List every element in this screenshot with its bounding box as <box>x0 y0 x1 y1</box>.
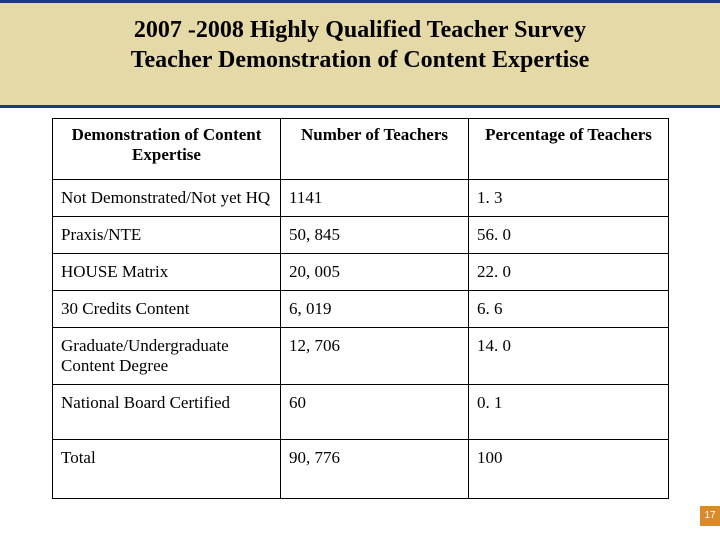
cell-percent: 0. 1 <box>469 385 669 440</box>
cell-number: 1141 <box>281 180 469 217</box>
col-header-percent: Percentage of Teachers <box>469 119 669 180</box>
cell-label: National Board Certified <box>53 385 281 440</box>
cell-number: 6, 019 <box>281 291 469 328</box>
cell-label: Praxis/NTE <box>53 217 281 254</box>
cell-percent: 56. 0 <box>469 217 669 254</box>
page-number-badge: 17 <box>700 506 720 526</box>
cell-number: 90, 776 <box>281 440 469 499</box>
cell-label: 30 Credits Content <box>53 291 281 328</box>
col-header-expertise: Demonstration of Content Expertise <box>53 119 281 180</box>
title-line-2: Teacher Demonstration of Content Experti… <box>131 47 590 73</box>
col-header-number: Number of Teachers <box>281 119 469 180</box>
table-row: HOUSE Matrix 20, 005 22. 0 <box>53 254 669 291</box>
cell-percent: 6. 6 <box>469 291 669 328</box>
table-row: Not Demonstrated/Not yet HQ 1141 1. 3 <box>53 180 669 217</box>
table-row: Graduate/Undergraduate Content Degree 12… <box>53 328 669 385</box>
cell-label: Graduate/Undergraduate Content Degree <box>53 328 281 385</box>
table-row: National Board Certified 60 0. 1 <box>53 385 669 440</box>
cell-label: HOUSE Matrix <box>53 254 281 291</box>
content-expertise-table: Demonstration of Content Expertise Numbe… <box>52 118 669 499</box>
cell-percent: 100 <box>469 440 669 499</box>
table-row-total: Total 90, 776 100 <box>53 440 669 499</box>
page-number: 17 <box>704 510 715 521</box>
cell-number: 12, 706 <box>281 328 469 385</box>
cell-label: Not Demonstrated/Not yet HQ <box>53 180 281 217</box>
cell-percent: 1. 3 <box>469 180 669 217</box>
cell-number: 60 <box>281 385 469 440</box>
title-line-1: 2007 -2008 Highly Qualified Teacher Surv… <box>134 17 586 43</box>
cell-number: 50, 845 <box>281 217 469 254</box>
slide: 2007 -2008 Highly Qualified Teacher Surv… <box>0 0 720 540</box>
title-band: 2007 -2008 Highly Qualified Teacher Surv… <box>0 0 720 108</box>
cell-number: 20, 005 <box>281 254 469 291</box>
table-row: Praxis/NTE 50, 845 56. 0 <box>53 217 669 254</box>
cell-percent: 14. 0 <box>469 328 669 385</box>
cell-label: Total <box>53 440 281 499</box>
table-row: 30 Credits Content 6, 019 6. 6 <box>53 291 669 328</box>
slide-title: 2007 -2008 Highly Qualified Teacher Surv… <box>40 15 680 75</box>
table-header-row: Demonstration of Content Expertise Numbe… <box>53 119 669 180</box>
cell-percent: 22. 0 <box>469 254 669 291</box>
table-container: Demonstration of Content Expertise Numbe… <box>52 118 668 499</box>
